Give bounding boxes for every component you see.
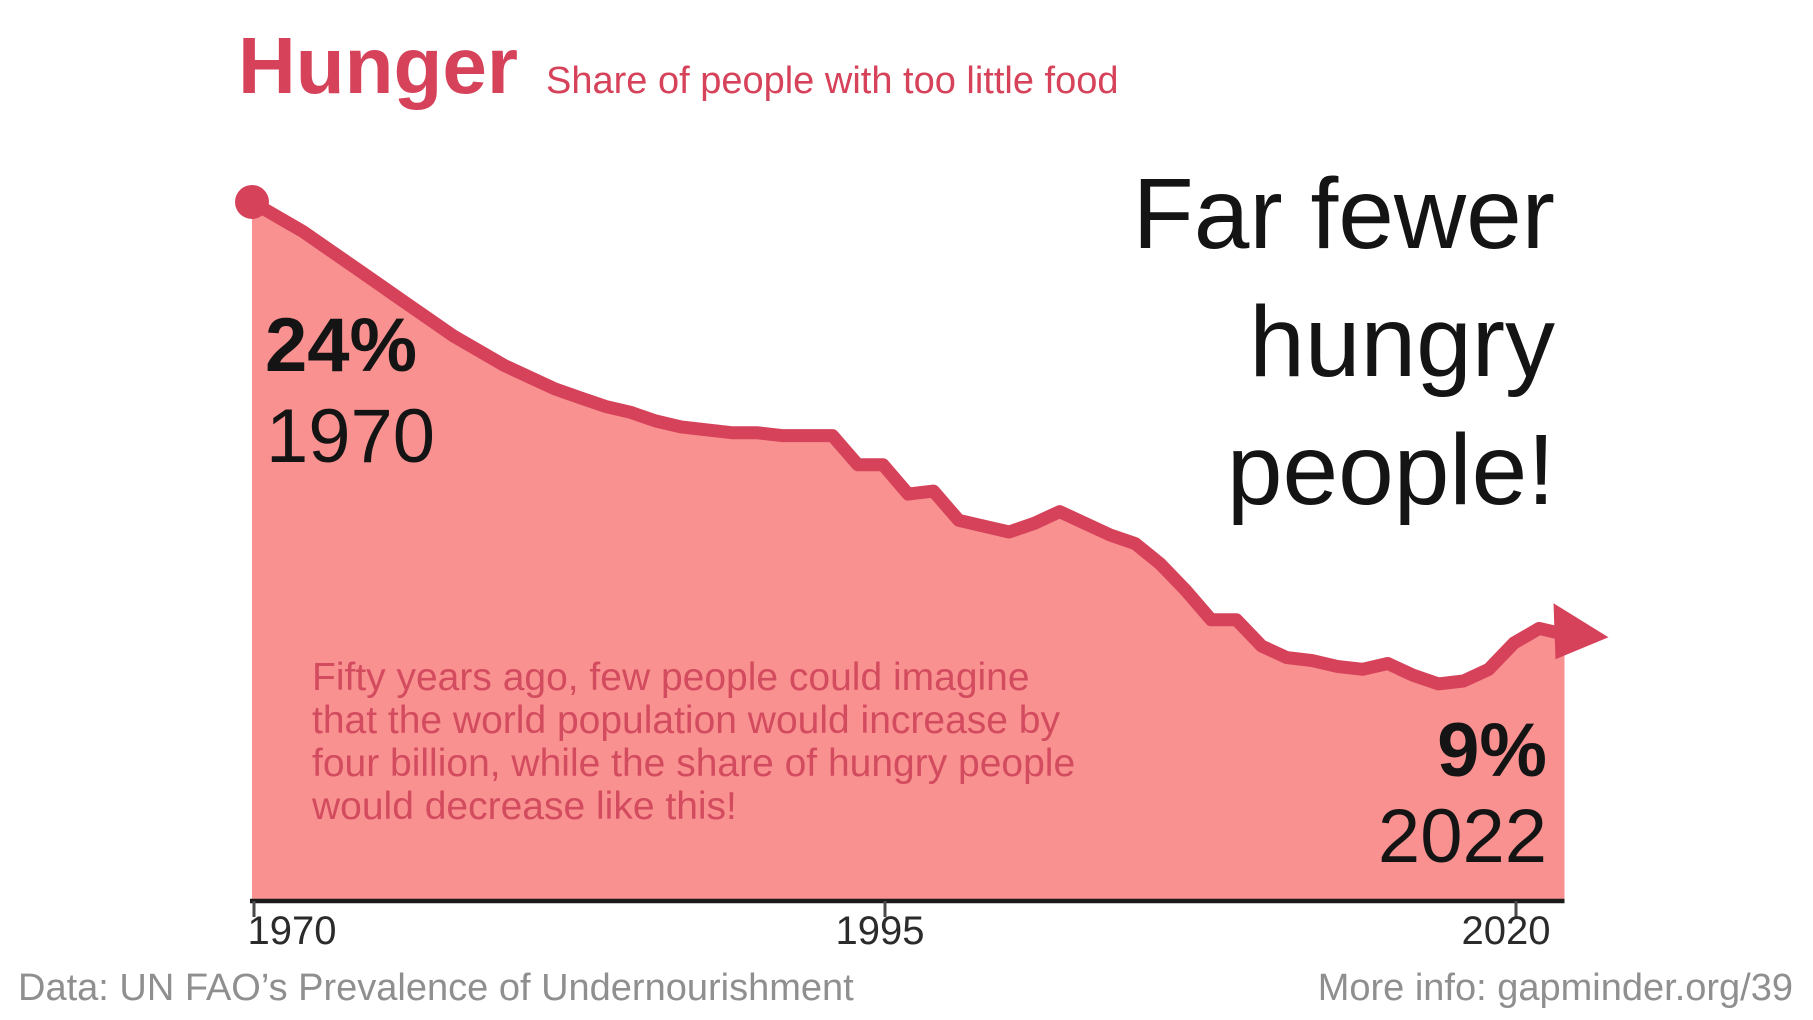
more-info-note: More info: gapminder.org/39 (1317, 967, 1793, 1009)
x-tick-label-2020: 2020 (1461, 909, 1551, 953)
x-tick-label-1995: 1995 (835, 909, 925, 953)
end-year-label: 2022 (1377, 794, 1547, 879)
trend-line (245, 195, 1571, 691)
page-subtitle: Share of people with too little food (546, 60, 1119, 102)
page-title: Hunger (238, 21, 518, 110)
area-fill (252, 202, 1565, 902)
chart-header: Hunger Share of people with too little f… (238, 26, 1119, 106)
key-message: Far fewer hungry people! (1132, 158, 1555, 526)
arrow-head-icon (1553, 603, 1609, 660)
x-tick-label-1970: 1970 (247, 909, 337, 953)
start-dot (235, 184, 269, 219)
annotation-text: Fifty years ago, few people could imagin… (312, 656, 1076, 828)
end-value-label: 9% (1437, 708, 1547, 793)
data-source-note: Data: UN FAO’s Prevalence of Undernouris… (18, 967, 854, 1009)
start-year-label: 1970 (266, 394, 436, 479)
start-value-label: 24% (265, 303, 418, 388)
